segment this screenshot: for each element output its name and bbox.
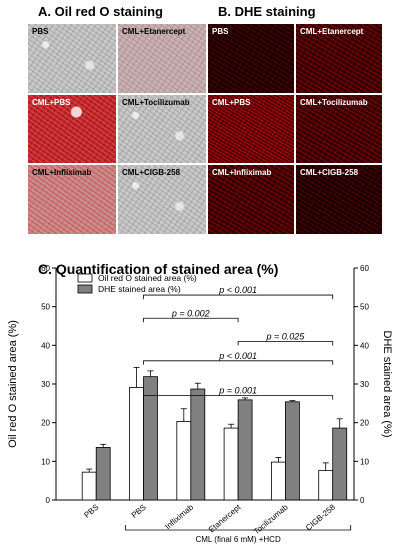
dhe-tile-cml-pbs: CML+PBS	[208, 94, 294, 164]
significance-bracket	[143, 395, 334, 400]
bar	[223, 427, 239, 501]
category-label: PBS	[82, 503, 100, 520]
dhe-tile-pbs: PBS	[208, 24, 294, 93]
panel-b-title: B. DHE staining	[218, 4, 316, 19]
legend-label: DHE stained area (%)	[98, 284, 181, 294]
tile-label: CML+Etanercept	[122, 27, 186, 36]
oil-tile-etanercept: CML+Etanercept	[118, 24, 206, 93]
category-label: Infliximab	[163, 502, 195, 531]
tile-label: CML+Tocilizumab	[300, 97, 368, 107]
bar	[285, 401, 300, 501]
bar	[237, 399, 253, 501]
tile-label: CML+PBS	[212, 97, 251, 107]
panel-c-title: C. Quantification of stained area (%)	[38, 261, 278, 277]
y-tick-label-right: 0	[360, 496, 365, 505]
oil-tile-infliximab: CML+Infliximab	[28, 165, 116, 234]
p-value-label: p = 0.025	[266, 331, 306, 341]
tile-label: PBS	[32, 27, 49, 36]
dhe-tile-cigb-258: CML+CIGB-258	[296, 165, 382, 234]
significance-bracket	[143, 360, 334, 365]
y-tick-label-left: 20	[41, 419, 50, 428]
bar	[129, 387, 144, 501]
y-tick-label-left: 30	[41, 380, 50, 389]
y-axis-label: Oil red O stained area (%)	[7, 320, 19, 448]
legend-label: Oil red O stained area (%)	[98, 273, 197, 283]
tile-label: CML+Infliximab	[32, 168, 92, 178]
legend-swatch	[77, 284, 93, 294]
oil-tile-tocilizumab: CML+Tocilizumab	[118, 94, 206, 164]
tile-label: CML+PBS	[32, 97, 71, 107]
p-value-label: p < 0.001	[218, 285, 257, 295]
tile-label: CML+CIGB-258	[122, 168, 181, 178]
y-tick-label-left: 10	[41, 457, 50, 466]
dhe-micrograph-grid: PBS CML+Etanercept CML+PBS CML+Tocilizum…	[208, 24, 382, 234]
y-tick-label-right: 60	[360, 264, 369, 273]
significance-bracket	[143, 317, 239, 323]
legend-swatch	[77, 273, 93, 283]
bar	[81, 471, 97, 501]
y-tick-label-right: 10	[360, 457, 369, 466]
bar	[176, 421, 192, 501]
category-label: Etanercept	[207, 502, 243, 534]
panel-a-title: A. Oil red O staining	[38, 4, 163, 19]
p-value-label: p = 0.001	[218, 386, 257, 396]
significance-bracket	[237, 341, 334, 346]
significance-bracket	[143, 294, 334, 300]
tile-label: CML+CIGB-258	[300, 168, 359, 178]
category-label: Tocilizumab	[252, 502, 290, 536]
y-tick-label-left: 50	[41, 303, 50, 312]
oil-tile-cigb-258: CML+CIGB-258	[118, 165, 206, 234]
oil-red-micrograph-grid: PBS CML+Etanercept CML+PBS CML+Tocilizum…	[28, 24, 206, 234]
y2-axis-label: DHE stained area (%)	[381, 331, 393, 438]
oil-tile-pbs: PBS	[28, 24, 116, 93]
category-label: CIGB-258	[304, 502, 337, 532]
tile-label: CML+Tocilizumab	[122, 97, 190, 107]
y-tick-label-left: 60	[41, 264, 50, 273]
group-bracket	[125, 525, 352, 531]
category-label: PBS	[130, 503, 148, 520]
bar	[332, 427, 348, 501]
y-tick-label-right: 50	[360, 303, 369, 312]
y-tick-label-left: 0	[46, 496, 51, 505]
bar	[143, 376, 158, 501]
bar	[271, 461, 286, 501]
y-tick-label-right: 40	[360, 341, 369, 350]
bar	[318, 470, 334, 501]
tile-label: CML+Infliximab	[212, 168, 272, 178]
p-value-label: p = 0.002	[171, 308, 210, 318]
p-value-label: p < 0.001	[218, 351, 257, 361]
bar	[95, 447, 111, 501]
group-label: CML (final 6 mM) +HCD	[195, 535, 280, 544]
y-tick-label-right: 20	[360, 419, 369, 428]
tile-label: PBS	[212, 27, 229, 36]
bar	[190, 388, 206, 501]
dhe-tile-infliximab: CML+Infliximab	[208, 165, 294, 234]
y-tick-label-right: 30	[360, 380, 369, 389]
y-tick-label-left: 40	[41, 341, 50, 350]
dhe-tile-etanercept: CML+Etanercept	[296, 24, 382, 93]
dhe-tile-tocilizumab: CML+Tocilizumab	[296, 94, 382, 164]
quantification-chart: C. Quantification of stained area (%) 0 0…	[7, 261, 393, 544]
oil-tile-cml-pbs: CML+PBS	[28, 94, 116, 164]
tile-label: CML+Etanercept	[300, 27, 364, 36]
